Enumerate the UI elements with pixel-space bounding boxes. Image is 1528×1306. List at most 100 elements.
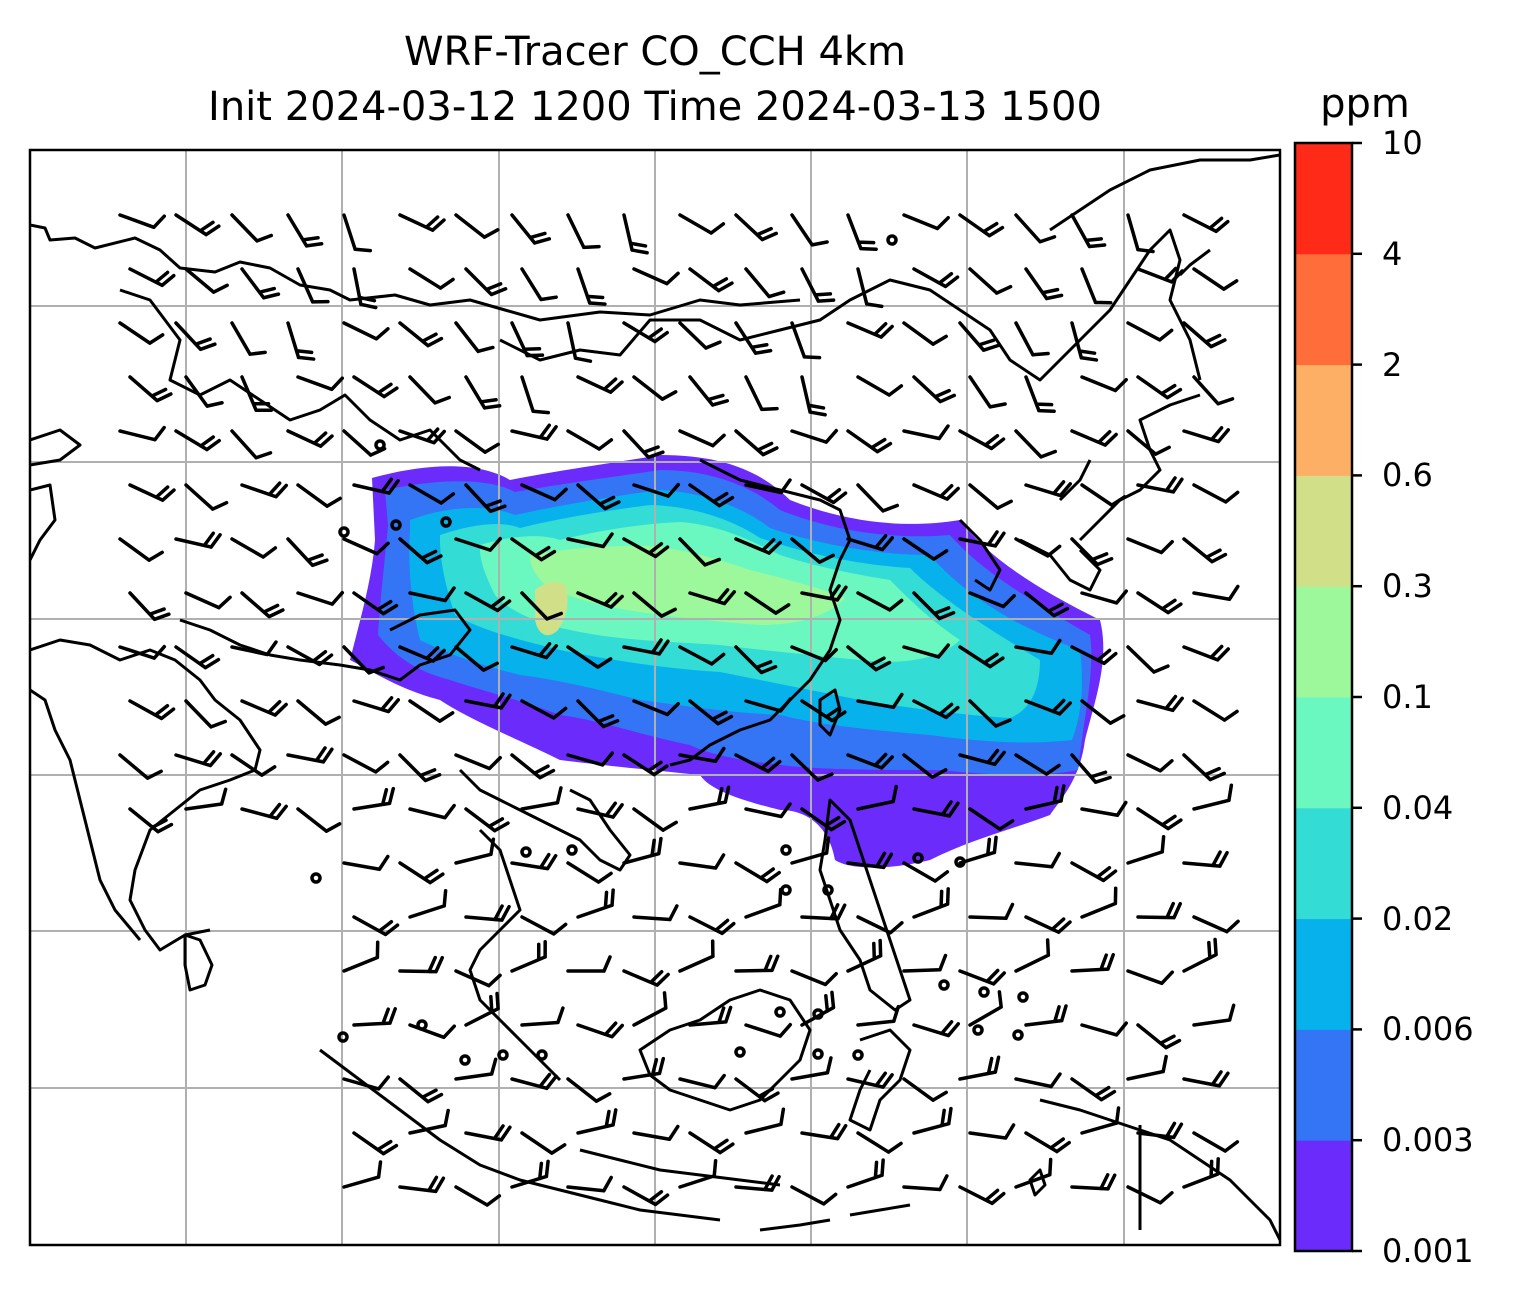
wind-barb <box>1080 483 1127 507</box>
wind-barb <box>790 1185 838 1206</box>
wind-barb <box>566 321 593 363</box>
wind-barb <box>856 1004 901 1027</box>
wind-barb <box>576 591 624 609</box>
wind-barb <box>632 591 677 618</box>
wind-barb <box>800 1122 848 1141</box>
colorbar-tick-label: 0.6 <box>1382 456 1433 495</box>
wind-barb <box>296 267 330 304</box>
wind-barb <box>352 1007 397 1027</box>
wind-barb <box>520 267 558 302</box>
colorbar-tick-label: 0.1 <box>1382 678 1433 716</box>
wind-barb <box>632 991 668 1027</box>
wind-barb <box>1080 589 1128 605</box>
map-title: WRF-Tracer CO_CCH 4km <box>403 29 907 75</box>
wind-barb <box>1126 1185 1174 1205</box>
wind-barb <box>734 1174 781 1192</box>
wind-barb <box>678 1158 718 1189</box>
wind-barb <box>1126 429 1171 456</box>
wind-barb <box>744 802 792 819</box>
colorbar-tick-label: 10 <box>1382 124 1423 162</box>
wind-barb <box>342 753 390 774</box>
wind-barb <box>352 375 399 399</box>
wind-barb <box>632 699 680 717</box>
wind-barb <box>734 537 782 555</box>
wind-barb <box>800 699 847 723</box>
wind-barb <box>688 699 734 726</box>
wind-barb <box>1192 915 1240 934</box>
wind-barb <box>734 429 779 457</box>
wind-barb <box>912 887 950 919</box>
wind-barb <box>352 477 400 495</box>
wind-barb <box>912 375 957 404</box>
wind-barb <box>174 750 223 768</box>
border-central-asia <box>119 288 481 472</box>
calm-wind-marker <box>780 844 792 856</box>
wind-barb <box>286 746 334 764</box>
wind-barb <box>408 1023 457 1040</box>
wind-barb <box>296 375 345 392</box>
wind-barb <box>128 807 174 834</box>
wind-barb <box>1014 851 1061 869</box>
wind-barb <box>118 425 166 442</box>
wind-barb <box>678 853 726 870</box>
wind-barb <box>968 1123 1016 1140</box>
wind-barb <box>576 1108 618 1135</box>
colorbar-segment <box>1295 143 1352 255</box>
wind-barb <box>128 267 176 288</box>
wind-barb <box>566 1175 613 1193</box>
wind-barb <box>846 1158 885 1189</box>
wind-barb <box>184 375 224 408</box>
calm-wind-marker <box>566 844 578 856</box>
colorbar-segment <box>1295 807 1352 920</box>
wind-barb <box>454 969 502 988</box>
wind-barb <box>912 483 960 501</box>
wind-barb <box>342 940 380 973</box>
colorbar-tick-label: 0.04 <box>1382 788 1454 827</box>
wind-barb <box>408 267 455 290</box>
wind-barb <box>902 643 950 659</box>
wind-barb <box>128 699 176 721</box>
wind-barb <box>856 915 904 935</box>
wind-barb <box>286 645 334 667</box>
wind-barb <box>1014 537 1062 558</box>
wind-barb <box>846 213 878 251</box>
wind-barb <box>622 836 663 865</box>
wind-barb <box>902 1174 949 1192</box>
wind-barb <box>744 887 783 919</box>
wind-barb <box>464 1124 512 1142</box>
wind-barb <box>632 482 681 498</box>
wind-barb <box>856 692 904 710</box>
wind-barb <box>902 953 948 973</box>
colorbar-segment <box>1295 697 1352 809</box>
colorbar-segment <box>1295 1140 1352 1252</box>
wind-barb <box>1182 321 1227 349</box>
wind-barb <box>1080 886 1118 919</box>
wind-barb <box>1126 321 1174 342</box>
wind-barb <box>968 990 1003 1027</box>
calm-wind-marker <box>536 1049 548 1061</box>
wind-barb <box>1192 483 1240 504</box>
wind-barb <box>566 213 601 250</box>
wind-barb <box>454 837 496 865</box>
wind-barb <box>566 429 614 451</box>
wind-barb <box>912 1020 961 1038</box>
calm-wind-marker <box>416 1019 428 1031</box>
wind-barb <box>800 903 847 921</box>
wind-barb <box>846 429 893 454</box>
wind-barb <box>1182 426 1231 444</box>
wind-barb <box>632 267 680 286</box>
wind-barb <box>1070 1077 1117 1102</box>
wind-barb <box>454 1057 498 1081</box>
wind-barb <box>510 753 556 780</box>
coastline-west-asia <box>30 223 801 322</box>
wind-barb <box>240 591 285 619</box>
wind-barb <box>856 591 904 612</box>
wind-barb <box>912 800 960 818</box>
wind-barb <box>856 1131 903 1154</box>
wind-barb <box>1080 1106 1121 1135</box>
wind-barb <box>184 699 227 729</box>
wind-barb <box>968 807 1015 831</box>
wind-barb <box>912 1106 953 1135</box>
colorbar <box>1293 141 1362 1253</box>
